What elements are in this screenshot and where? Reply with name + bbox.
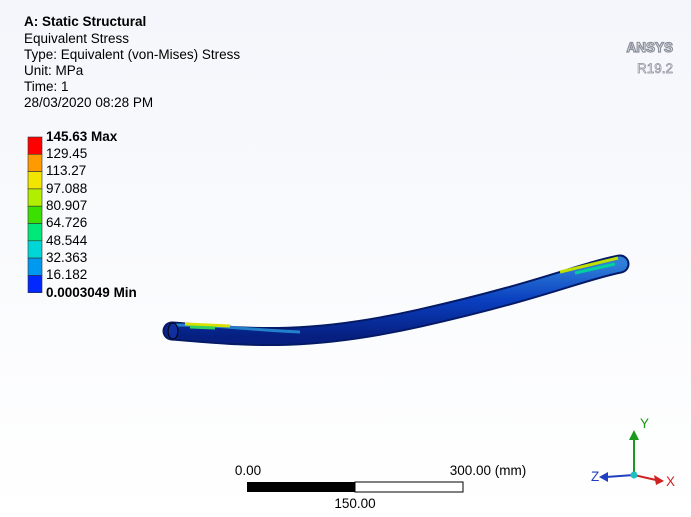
- legend-label: 16.182: [46, 267, 87, 282]
- legend-label: 113.27: [46, 163, 86, 178]
- legend-label: 97.088: [46, 181, 87, 196]
- header-line: 28/03/2020 08:28 PM: [24, 95, 153, 110]
- header-line: Type: Equivalent (von-Mises) Stress: [24, 47, 240, 62]
- axis-label: Z: [591, 469, 599, 484]
- header-line: Equivalent Stress: [24, 31, 129, 46]
- legend-swatch: [28, 189, 42, 206]
- axis-label: X: [666, 474, 675, 489]
- legend-swatch: [28, 224, 42, 241]
- legend-label: 32.363: [46, 250, 87, 265]
- viewport: A: Static Structural Equivalent Stress T…: [0, 0, 691, 517]
- legend-label: 129.45: [46, 146, 87, 161]
- axis-label: Y: [640, 416, 649, 431]
- legend-label: 80.907: [46, 198, 87, 213]
- background: [0, 0, 691, 517]
- scale-label: 0.00: [235, 463, 261, 478]
- legend-swatch: [28, 172, 42, 189]
- legend-label: 64.726: [46, 215, 87, 230]
- legend-label: 0.0003049 Min: [46, 285, 137, 300]
- legend-swatch: [28, 154, 42, 171]
- scale-label: 300.00 (mm): [450, 463, 527, 478]
- legend-swatch: [28, 206, 42, 223]
- legend-label: 145.63 Max: [46, 129, 118, 144]
- legend-swatch: [28, 241, 42, 258]
- legend-swatch: [28, 137, 42, 154]
- title: A: Static Structural: [24, 14, 146, 29]
- logo-name: ANSYS: [626, 40, 673, 55]
- header-line: Time: 1: [24, 79, 69, 94]
- scale-label: 150.00: [334, 496, 375, 511]
- logo-version: R19.2: [637, 61, 673, 76]
- legend-label: 48.544: [46, 233, 88, 248]
- legend-swatch: [28, 275, 42, 292]
- legend-swatch: [28, 258, 42, 275]
- header-line: Unit: MPa: [24, 63, 84, 78]
